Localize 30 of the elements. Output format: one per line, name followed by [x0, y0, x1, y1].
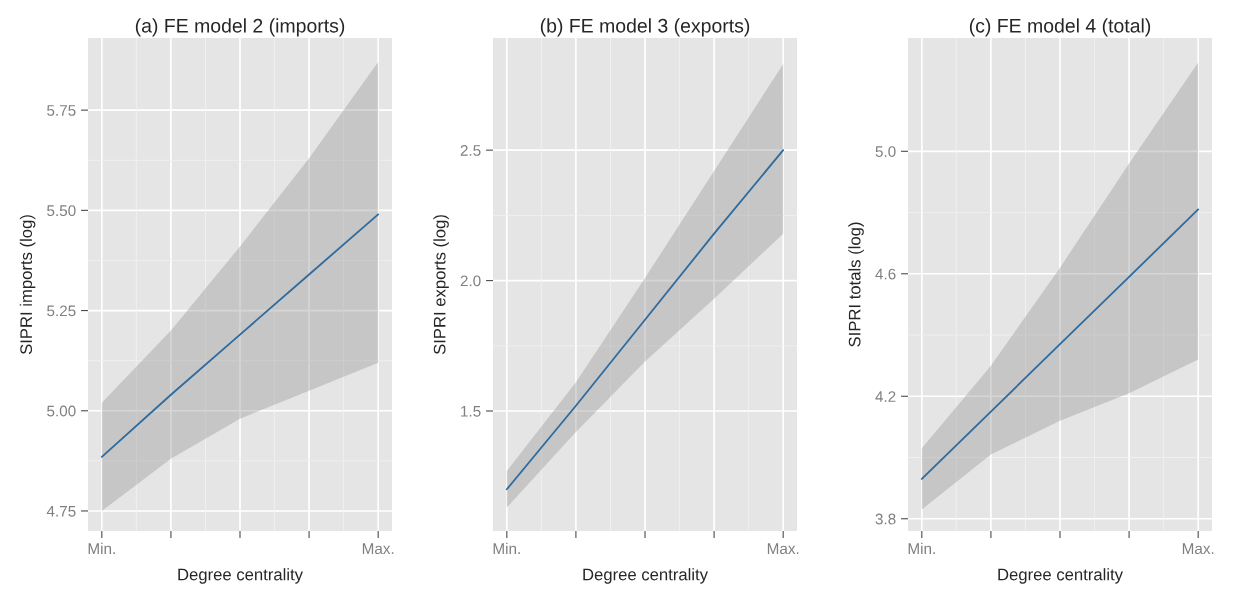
chart-title: (a) FE model 2 (imports) [135, 18, 345, 37]
y-tick-label: 4.75 [46, 505, 76, 517]
line-series [100, 213, 380, 458]
chart-title: (b) FE model 3 (exports) [540, 18, 750, 37]
y-tick-label: 5.0 [875, 146, 896, 157]
y-tick-label: 2.0 [460, 275, 481, 287]
x-tick-label: Min. [908, 542, 935, 554]
y-tick-label: 2.5 [460, 145, 481, 156]
x-axis-title: Degree centrality [178, 568, 303, 584]
x-tick-label: Max. [767, 543, 799, 555]
y-tick-label: 5.00 [47, 405, 76, 417]
y-axis-title: SIPRI exports (log) [433, 215, 449, 355]
y-tick-label: 4.2 [875, 391, 896, 402]
line-series [505, 149, 785, 491]
y-tick-label: 4.6 [875, 268, 896, 280]
x-tick-label: Max. [1182, 543, 1214, 555]
y-tick-label: 5.50 [47, 205, 76, 217]
y-axis-title: SIPRI totals (log) [848, 222, 864, 347]
y-tick-label: 1.5 [461, 406, 481, 417]
x-tick-label: Min. [493, 542, 520, 554]
x-axis-title: Degree centrality [583, 568, 708, 584]
line-series [920, 208, 1200, 480]
chart-title: (c) FE model 4 (total) [969, 18, 1151, 37]
y-tick-label: 3.8 [875, 513, 896, 525]
x-tick-label: Min. [88, 542, 115, 554]
y-tick-label: 5.25 [47, 305, 76, 317]
y-axis-title: SIPRI imports (log) [19, 215, 36, 355]
y-tick-label: 5.75 [47, 105, 76, 116]
x-tick-label: Max. [362, 543, 394, 555]
x-axis-title: Degree centrality [998, 568, 1123, 584]
